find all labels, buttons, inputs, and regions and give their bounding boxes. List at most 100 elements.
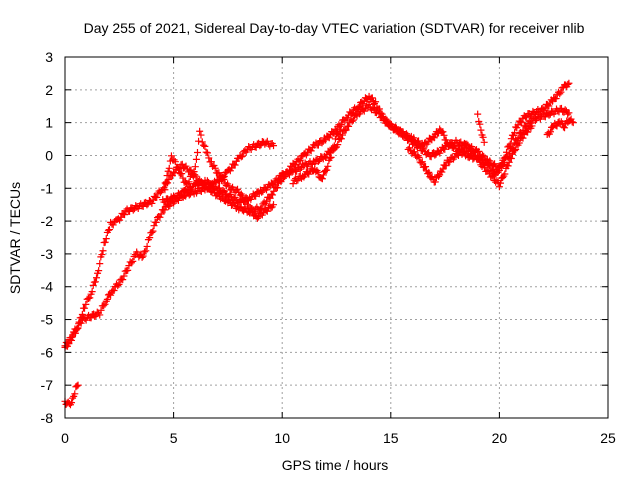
- x-tick-label: 5: [170, 430, 178, 446]
- data-point: [139, 202, 147, 210]
- data-point: [296, 165, 304, 173]
- data-point: [414, 152, 422, 160]
- data-point: [565, 109, 573, 117]
- data-point: [431, 151, 439, 159]
- data-point: [368, 94, 376, 102]
- data-point: [508, 150, 516, 158]
- data-point: [370, 105, 378, 113]
- data-point: [189, 171, 197, 179]
- data-point: [294, 176, 302, 184]
- y-axis-label: SDTVAR / TECUs: [7, 182, 23, 294]
- data-point: [360, 107, 368, 115]
- data-point: [275, 176, 283, 184]
- data-point: [89, 281, 97, 289]
- data-point: [110, 286, 118, 294]
- data-point: [518, 118, 526, 126]
- data-point: [331, 135, 339, 143]
- data-point: [345, 122, 353, 130]
- data-point: [252, 143, 260, 151]
- data-point: [187, 166, 195, 174]
- data-point: [161, 206, 169, 214]
- data-point: [200, 141, 208, 149]
- data-point: [425, 168, 433, 176]
- y-tick-label: -4: [41, 279, 54, 295]
- data-point: [541, 113, 549, 121]
- data-point: [334, 141, 342, 149]
- data-point: [193, 149, 201, 156]
- data-point: [86, 294, 94, 302]
- axis-ticks: 0 5 10 15 20 25 -8 -7 -6 -5 -4 -3 -2 -1 0 1 2 3: [41, 49, 616, 446]
- data-point: [401, 131, 409, 139]
- data-point: [495, 183, 503, 191]
- data-point: [557, 88, 565, 96]
- data-point: [252, 192, 260, 200]
- y-tick-label: 1: [45, 115, 53, 131]
- data-point: [431, 178, 439, 186]
- data-point: [242, 197, 250, 205]
- data-point: [307, 147, 315, 155]
- data-point: [418, 158, 426, 166]
- data-point: [149, 227, 157, 235]
- grid: [65, 57, 608, 418]
- x-tick-label: 25: [600, 430, 616, 446]
- data-point: [165, 164, 173, 172]
- data-point: [167, 152, 175, 160]
- data-point: [215, 184, 223, 192]
- data-point: [143, 201, 151, 209]
- data-point: [87, 314, 95, 322]
- data-point: [178, 170, 186, 178]
- data-point: [505, 158, 513, 166]
- x-axis-label: GPS time / hours: [282, 457, 389, 473]
- series-track-5: [161, 127, 278, 222]
- data-point: [552, 95, 560, 103]
- data-point: [480, 138, 488, 146]
- data-point: [106, 226, 114, 234]
- data-point: [545, 111, 553, 119]
- data-point: [314, 141, 322, 149]
- data-point: [342, 126, 350, 134]
- data-point: [489, 172, 497, 180]
- data-point: [127, 259, 135, 267]
- data-point: [515, 139, 523, 147]
- data-point: [65, 338, 73, 346]
- data-point: [98, 251, 106, 259]
- data-point: [74, 381, 82, 389]
- data-point: [263, 198, 271, 206]
- data-point: [72, 326, 80, 334]
- data-point: [101, 238, 109, 246]
- data-point: [439, 128, 447, 136]
- data-point: [337, 135, 345, 143]
- data-point: [568, 118, 576, 126]
- data-point: [427, 153, 435, 161]
- data-point: [164, 179, 172, 187]
- data-point: [318, 175, 326, 183]
- data-point: [439, 165, 447, 173]
- data-point: [236, 199, 244, 207]
- data-point: [471, 148, 479, 156]
- data-point: [97, 306, 105, 314]
- data-point: [269, 191, 277, 199]
- data-point: [561, 124, 569, 132]
- data-point: [71, 390, 79, 398]
- data-point: [372, 98, 380, 106]
- data-point: [318, 139, 326, 147]
- data-point: [192, 155, 200, 163]
- data-point: [477, 126, 485, 134]
- data-point: [549, 123, 557, 131]
- x-tick-label: 15: [383, 430, 399, 446]
- data-point: [507, 155, 515, 163]
- data-point: [205, 154, 213, 162]
- data-point: [77, 319, 85, 327]
- data-point: [197, 131, 205, 139]
- data-point: [319, 171, 327, 179]
- data-point: [446, 158, 454, 166]
- data-point: [564, 80, 572, 88]
- data-point: [491, 160, 499, 168]
- data-point: [119, 276, 127, 284]
- data-point: [457, 138, 465, 146]
- data-point: [311, 160, 319, 168]
- data-point: [243, 200, 251, 208]
- data-point: [328, 146, 336, 154]
